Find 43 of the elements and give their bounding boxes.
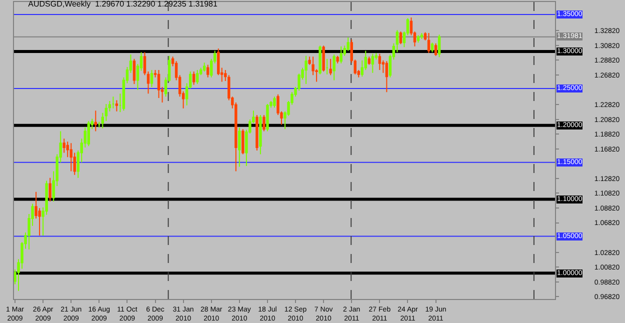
candlestick <box>112 96 115 109</box>
candlestick <box>87 120 90 147</box>
candlestick <box>262 114 266 132</box>
candlestick <box>304 55 308 85</box>
candlestick <box>368 56 371 66</box>
candlestick <box>329 58 332 76</box>
candlestick <box>332 54 336 81</box>
candlestick <box>132 58 136 85</box>
candlestick <box>266 103 269 132</box>
candlestick <box>420 32 424 40</box>
candlestick <box>438 34 441 58</box>
candlestick <box>378 53 382 70</box>
candlestick <box>371 53 374 74</box>
candlestick <box>427 32 430 54</box>
candlestick <box>326 58 328 75</box>
candlestick <box>340 46 342 64</box>
candlestick <box>115 100 118 112</box>
candlestick <box>385 60 388 93</box>
candlestick <box>416 34 420 44</box>
candlestick <box>70 142 72 172</box>
candlestick <box>146 70 150 94</box>
candlestick <box>143 52 146 76</box>
candlestick <box>192 70 196 86</box>
candlestick <box>273 96 276 108</box>
candlestick <box>157 69 160 99</box>
candlestick <box>434 42 438 56</box>
candlestick <box>62 138 66 154</box>
candlestick <box>98 121 101 128</box>
candlestick <box>238 127 241 168</box>
candlestick <box>256 114 258 151</box>
candlestick <box>150 69 154 88</box>
candlestick <box>322 45 325 72</box>
candlestick <box>202 62 206 72</box>
candlestick <box>430 42 434 53</box>
candlestick <box>48 177 52 202</box>
candlestick <box>196 69 199 85</box>
candlestick <box>242 128 244 155</box>
candlestick <box>206 64 210 78</box>
candlestick <box>318 45 322 75</box>
candlestick <box>259 114 262 155</box>
candlestick <box>336 55 339 64</box>
candlestick <box>94 110 98 132</box>
candlestick <box>399 31 402 45</box>
